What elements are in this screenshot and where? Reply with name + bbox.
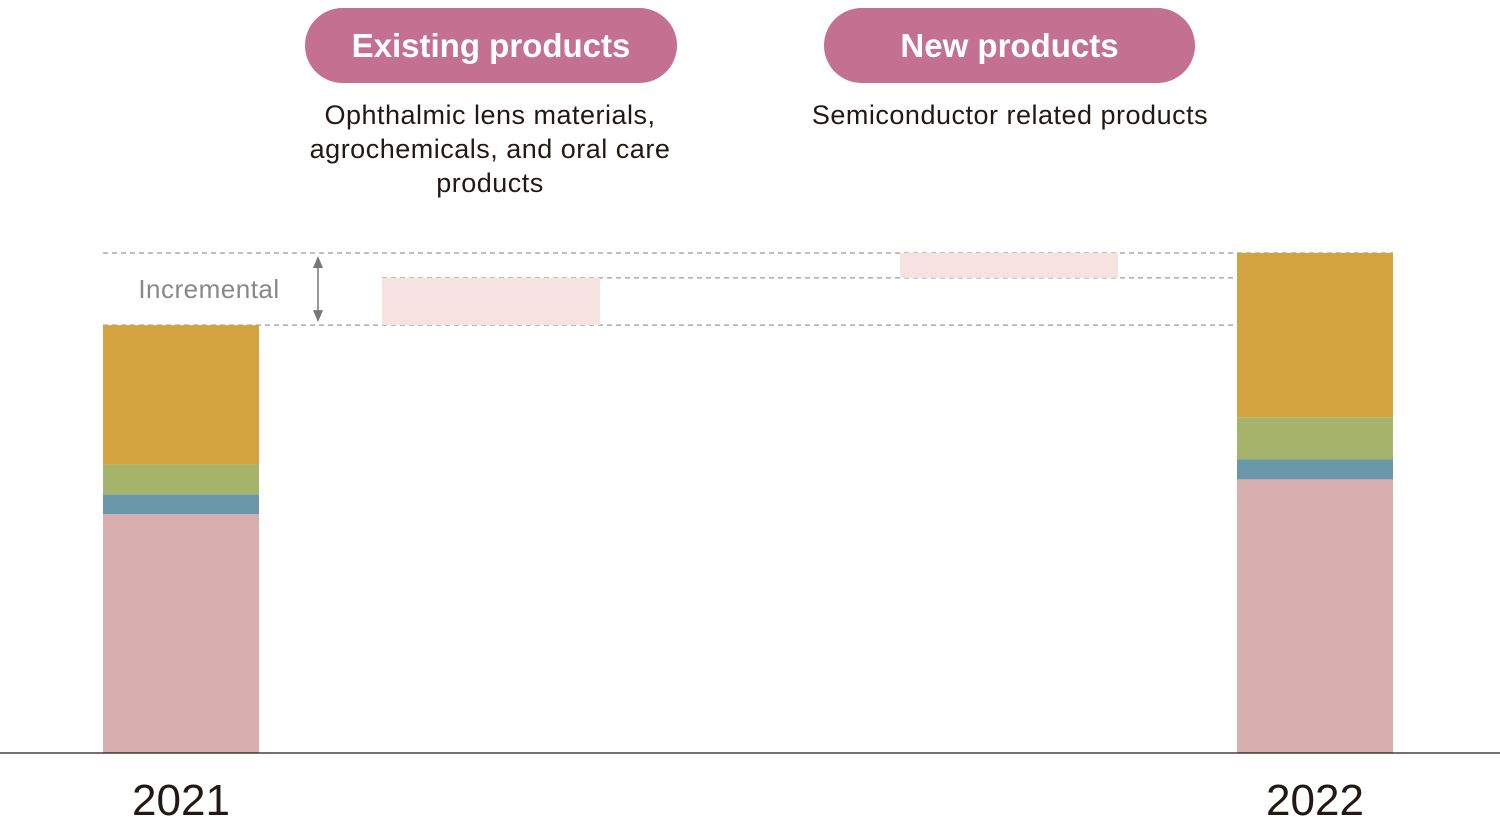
bar-2021-segment-3 [103,464,259,495]
x-tick-label-2022: 2022 [1266,776,1364,825]
new-products-label: New products [900,26,1119,64]
incremental-label: Incremental [138,274,279,304]
new-products-pill: New products [824,8,1195,83]
existing-products-label: Existing products [351,26,631,64]
bar-2022-segment-4 [1237,253,1393,418]
incremental-arrow-down-head [313,310,323,323]
existing-products-pill: Existing products [305,8,677,83]
bar-2021-segment-1 [103,514,259,753]
incremental-arrow-up-head [313,256,323,268]
new-products-description: Semiconductor related products [811,100,1209,130]
x-tick-label-2021: 2021 [132,776,230,825]
bar-2022-segment-1 [1237,479,1393,753]
bar-2021-segment-2 [103,494,259,515]
existing-products-increment [382,277,600,326]
new-products-increment [900,253,1118,278]
bar-2022-segment-2 [1237,459,1393,480]
existing-products-description: Ophthalmic lens materials, agrochemicals… [309,100,671,198]
bar-2021-segment-4 [103,325,259,465]
bar-2022-segment-3 [1237,417,1393,460]
